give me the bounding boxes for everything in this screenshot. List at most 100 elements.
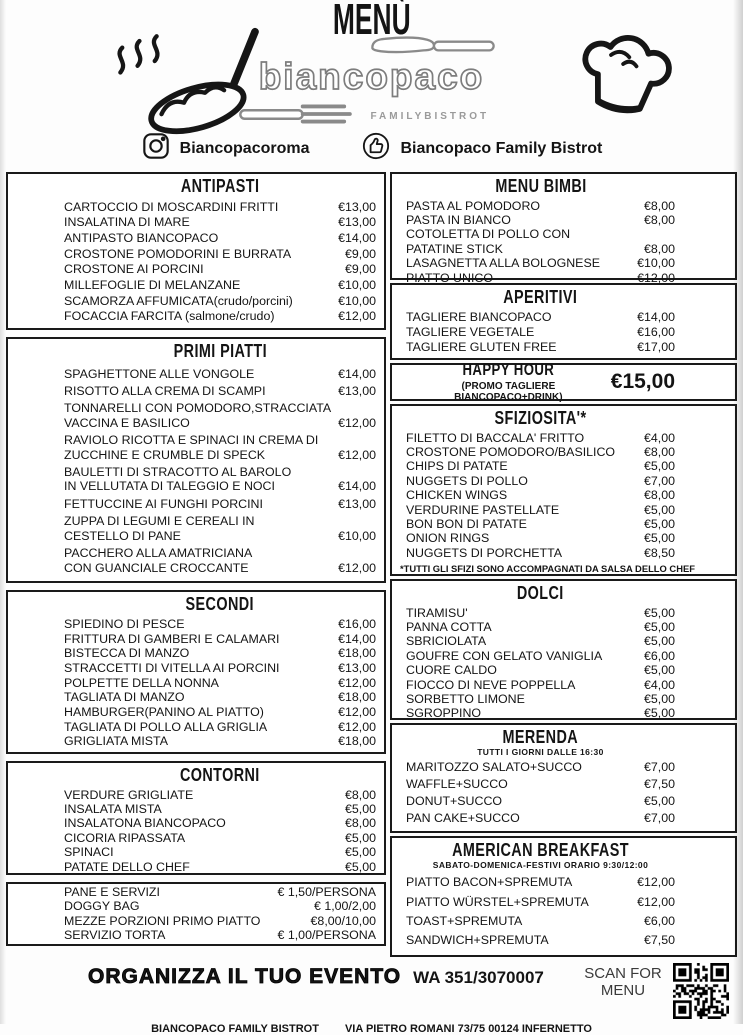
menu-item-name: MEZZE PORZIONI PRIMO PIATTO <box>64 913 261 928</box>
social-facebook: Biancopaco Family Bistrot <box>361 131 602 166</box>
menu-item-price: €5,00 <box>643 634 675 649</box>
section-items: CARTOCCIO DI MOSCARDINI FRITTI €13,00 INSA… <box>64 198 376 328</box>
menu-item-name: TOAST+SPREMUTA <box>406 913 523 928</box>
menu-item: TAGLIERE VEGETALE €16,00 <box>406 325 675 339</box>
menu-item-price: €13,00 <box>338 199 376 214</box>
menu-item-price: €5,00 <box>344 801 376 816</box>
menu-item: VERDURE GRIGLIATE €8,00 <box>64 788 376 802</box>
menu-item-price: €14,00 <box>637 310 675 325</box>
brand-logo-text: biancopaco <box>258 56 485 97</box>
menu-item-name: TAGLIATA DI POLLO ALLA GRIGLIA <box>64 719 268 734</box>
menu-item-price: € 1,50/PERSONA <box>277 885 376 899</box>
menu-item: ANTIPASTO BIANCOPACO €14,00 <box>64 231 376 245</box>
menu-item-price: €5,00 <box>643 605 675 620</box>
menu-item-name: INSALATA MISTA <box>64 801 162 816</box>
menu-item-name: CROSTONE POMODORINI E BURRATA <box>64 246 292 261</box>
fork-icon <box>237 97 357 136</box>
section-subtitle: (PROMO TAGLIERE BIANCOPACO+DRINK) <box>454 380 563 403</box>
section-footnote: *TUTTI GLI SFIZI SONO ACCOMPAGNATI DA SA… <box>400 563 695 575</box>
menu-item-price: €12,00 <box>338 704 376 719</box>
menu-item-name: STRACCETTI DI VITELLA AI PORCINI <box>64 660 280 675</box>
menu-item-name: PASTA AL POMODORO <box>406 198 541 213</box>
menu-item-name: TAGLIERE VEGETALE <box>406 325 535 340</box>
section-items: PASTA AL POMODORO €8,00 PASTA IN BIANCO €8,… <box>406 198 675 288</box>
menu-item-name: BAULETTI DI STRACOTTO AL BAROLO IN VELLUT… <box>64 465 292 494</box>
menu-item-price: €12,00 <box>637 894 675 909</box>
menu-item: STRACCETTI DI VITELLA AI PORCINI €13,00 <box>64 661 376 675</box>
menu-item-name: FETTUCCINE AI FUNGHI PORCINI <box>64 496 263 511</box>
menu-item-name: CROSTONE POMODORO/BASILICO <box>406 444 616 459</box>
section-antipasti: ANTIPASTI CARTOCCIO DI MOSCARDINI FRITTI €… <box>6 172 386 330</box>
menu-item-price: €18,00 <box>338 734 376 749</box>
menu-item-name: BISTECCA DI MANZO <box>64 646 190 661</box>
menu-item-name: NUGGETS DI POLLO <box>406 473 528 488</box>
menu-item-price: €5,00 <box>344 845 376 860</box>
section-subtitle: SABATO-DOMENICA-FESTIVI ORARIO 9:30/12:0… <box>432 859 649 870</box>
menu-item: CROSTONE POMODORINI E BURRATA €9,00 <box>64 247 376 261</box>
menu-item: SBRICIOLATA €5,00 <box>406 634 675 648</box>
menu-item: PASTA IN BIANCO €8,00 <box>406 213 675 227</box>
menu-item: BAULETTI DI STRACOTTO AL BAROLO IN VELLUT… <box>64 465 376 494</box>
whatsapp-number: WA 351/3070007 <box>413 968 544 987</box>
menu-item: CHIPS DI PATATE €5,00 <box>406 459 675 473</box>
menu-item: CUORE CALDO €5,00 <box>406 663 675 677</box>
menu-item: GRIGLIATA MISTA €18,00 <box>64 734 376 748</box>
menu-item: GOUFRE CON GELATO VANIGLIA €6,00 <box>406 649 675 663</box>
menu-item-price: €10,00 <box>637 256 675 271</box>
menu-item: POLPETTE DELLA NONNA €12,00 <box>64 676 376 690</box>
qr-code <box>673 963 729 1019</box>
menu-item-name: MARITOZZO SALATO+SUCCO <box>406 760 582 775</box>
menu-item-name: HAMBURGER(PANINO AL PIATTO) <box>64 704 264 719</box>
menu-item-price: €5,00 <box>643 531 675 546</box>
section-title-text: AMERICAN BREAKFAST <box>452 840 629 860</box>
menu-item-name: SCAMORZA AFFUMICATA(crudo/porcini) <box>64 293 293 308</box>
scan-for-menu-label: SCAN FOR MENU <box>584 965 662 1000</box>
menu-item: CICORIA RIPASSATA €5,00 <box>64 831 376 845</box>
menu-item-name: SPINACI <box>64 845 114 860</box>
menu-item-name: SBRICIOLATA <box>406 634 487 649</box>
menu-item-name: NUGGETS DI PORCHETTA <box>406 545 563 560</box>
section-dolci: DOLCI TIRAMISU' €5,00 PANNA COTTA €5,00 SBRIC… <box>390 579 737 720</box>
menu-item-price: €5,00 <box>643 691 675 706</box>
menu-item-name: SGROPPINO <box>406 706 482 721</box>
menu-item-price: €13,00 <box>338 384 376 399</box>
menu-item-name: DOGGY BAG <box>64 899 140 914</box>
menu-column-left: ANTIPASTI CARTOCCIO DI MOSCARDINI FRITTI €… <box>6 172 386 946</box>
menu-item-price: €14,00 <box>338 231 376 246</box>
menu-item-price: €14,00 <box>338 631 376 646</box>
section-items: PIATTO BACON+SPREMUTA €12,00 PIATTO WÜRSTE… <box>406 870 675 955</box>
menu-item: PATATE DELLO CHEF €5,00 <box>64 860 376 874</box>
menu-item: CHICKEN WINGS €8,00 <box>406 488 675 502</box>
menu-item-price: €6,00 <box>643 913 675 928</box>
menu-item-price: €7,50 <box>643 932 675 947</box>
section-servizi: PANE E SERVIZI € 1,50/PERSONA DOGGY BAG € 1… <box>6 882 386 946</box>
menu-item-name: CHIPS DI PATATE <box>406 459 508 474</box>
menu-item-price: €18,00 <box>338 690 376 705</box>
menu-item-price: €8,00 <box>643 212 675 227</box>
menu-item: FIOCCO DI NEVE POPPELLA €4,00 <box>406 678 675 692</box>
section-subtitle: TUTTI I GIORNI DALLE 16:30 <box>477 746 604 757</box>
menu-item: SORBETTO LIMONE €5,00 <box>406 692 675 706</box>
menu-item: DONUT+SUCCO €5,00 <box>406 794 675 808</box>
address-name: BIANCOPACO FAMILY BISTROT <box>151 1023 319 1035</box>
menu-item: WAFFLE+SUCCO €7,50 <box>406 777 675 791</box>
menu-item: SGROPPINO €5,00 <box>406 706 675 720</box>
menu-item: PASTA AL POMODORO €8,00 <box>406 199 675 213</box>
menu-item-price: €10,00 <box>338 278 376 293</box>
menu-item-name: CICORIA RIPASSATA <box>64 830 186 845</box>
section-title-text: PRIMI PIATTI <box>173 341 267 361</box>
section-title-text: APERITIVI <box>503 287 578 307</box>
promo-price: €15,00 <box>610 370 675 393</box>
menu-item: SPINACI €5,00 <box>64 845 376 859</box>
menu-item-name: VERDURINE PASTELLATE <box>406 502 560 517</box>
menu-item: PANNA COTTA €5,00 <box>406 620 675 634</box>
menu-header: MENÙ <box>0 0 743 172</box>
menu-item-name: POLPETTE DELLA NONNA <box>64 675 219 690</box>
menu-item-price: €7,00 <box>643 811 675 826</box>
section-title: PRIMI PIATTI <box>64 341 376 363</box>
section-menu-bimbi: MENU BIMBI PASTA AL POMODORO €8,00 PASTA IN… <box>390 172 737 285</box>
menu-item: TONNARELLI CON POMODORO,STRACCIATA VACCIN… <box>64 401 376 430</box>
menu-item-name: SPAGHETTONE ALLE VONGOLE <box>64 366 255 381</box>
menu-item-name: TONNARELLI CON POMODORO,STRACCIATA VACCIN… <box>64 401 332 430</box>
